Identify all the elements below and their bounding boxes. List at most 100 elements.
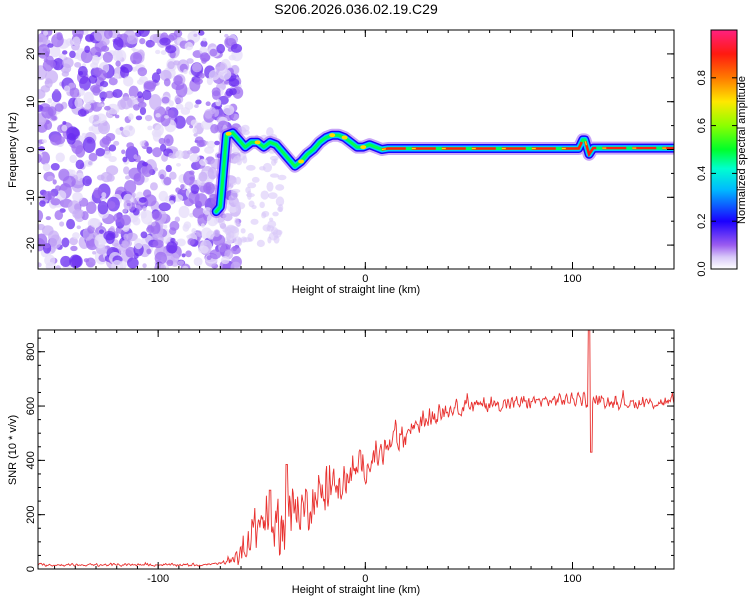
noise-blob [181, 253, 186, 258]
noise-blob [259, 166, 266, 171]
noise-blob [166, 259, 174, 267]
noise-blob [154, 263, 167, 269]
noise-blob [108, 144, 117, 152]
noise-blob [131, 192, 136, 198]
noise-blob [199, 72, 205, 79]
noise-blob [205, 101, 211, 107]
noise-blob [105, 232, 115, 245]
noise-blob [69, 169, 76, 176]
noise-blob [270, 227, 279, 235]
noise-blob [222, 214, 228, 220]
noise-blob [99, 86, 104, 91]
noise-blob [47, 97, 53, 104]
noise-blob [214, 140, 220, 146]
noise-blob [247, 232, 255, 242]
snr-axes: -100 0 100 0 200 400 600 800 [25, 330, 674, 585]
noise-blob [184, 42, 194, 51]
noise-blob [170, 252, 180, 263]
y-tick-label: 0 [25, 146, 37, 152]
noise-blob [246, 190, 252, 200]
noise-blob [143, 194, 157, 207]
noise-blob [154, 251, 167, 265]
noise-blob [182, 223, 190, 232]
noise-blob [153, 167, 159, 172]
noise-blob [165, 164, 172, 173]
noise-blob [52, 57, 64, 71]
noise-blob [220, 256, 230, 265]
noise-blob [126, 232, 138, 242]
ridge-hotspot [254, 140, 261, 145]
noise-blob [275, 184, 285, 191]
noise-blob [149, 93, 162, 110]
snr-frame [37, 329, 675, 570]
noise-blob [61, 237, 70, 248]
noise-blob [209, 106, 216, 115]
noise-blob [227, 186, 232, 192]
noise-blob [161, 96, 170, 104]
noise-blob [228, 54, 236, 61]
noise-blob [83, 258, 90, 263]
noise-blob [173, 115, 186, 129]
noise-blob [126, 43, 131, 47]
noise-blob [39, 200, 46, 207]
colorbar-label: Normalized spectral amplitude [736, 76, 748, 224]
noise-blob [266, 181, 274, 192]
noise-blob [215, 62, 226, 71]
noise-blob [236, 201, 241, 209]
noise-blob [200, 223, 205, 228]
noise-blob [275, 196, 285, 207]
noise-blob [163, 224, 168, 229]
noise-blob [69, 87, 80, 98]
noise-blob [138, 76, 148, 83]
noise-blob [61, 71, 70, 77]
noise-blob [98, 229, 105, 234]
noise-blob [230, 190, 239, 199]
noise-blob [182, 265, 189, 269]
noise-blob [43, 30, 49, 36]
noise-blob [121, 149, 126, 155]
noise-blob [141, 163, 153, 178]
noise-blob [166, 241, 178, 254]
noise-blob [198, 30, 205, 36]
noise-blob [146, 146, 153, 154]
noise-blob [137, 101, 147, 109]
noise-blob [192, 207, 206, 219]
y-tick-label: 200 [25, 506, 37, 524]
noise-blob [59, 221, 65, 227]
x-tick-label: 100 [563, 573, 581, 585]
noise-blob [152, 210, 163, 221]
noise-blob [165, 45, 177, 54]
noise-blob [174, 216, 180, 223]
noise-blob [223, 104, 235, 116]
noise-blob [52, 179, 57, 185]
noise-blob [139, 106, 147, 116]
bottom-y-axis-label: SNR (10 * v/v) [7, 415, 19, 485]
colorbar-tick-label: 0.0 [696, 261, 708, 276]
noise-blob [112, 88, 123, 98]
noise-blob [114, 114, 120, 119]
noise-blob [90, 46, 102, 57]
noise-blob [168, 100, 174, 107]
noise-blob [112, 49, 123, 62]
noise-blob [218, 68, 232, 80]
noise-blob [131, 47, 136, 51]
noise-blob [79, 76, 91, 91]
noise-blob [251, 205, 257, 210]
y-tick-label: -10 [25, 189, 37, 205]
noise-blob [190, 119, 198, 127]
noise-blob [100, 97, 105, 102]
noise-blob [112, 37, 124, 51]
noise-blob [151, 221, 156, 227]
noise-blob [167, 61, 175, 70]
noise-blob [124, 175, 131, 180]
colorbar-tick-label: 0.6 [696, 118, 708, 133]
noise-blob [104, 105, 111, 111]
noise-blob [58, 168, 70, 181]
noise-blob [159, 173, 165, 180]
ridge-hotspot [225, 131, 232, 136]
noise-blob [102, 51, 113, 63]
noise-blob [51, 90, 62, 103]
noise-blob [199, 158, 208, 166]
noise-blob [90, 84, 103, 93]
